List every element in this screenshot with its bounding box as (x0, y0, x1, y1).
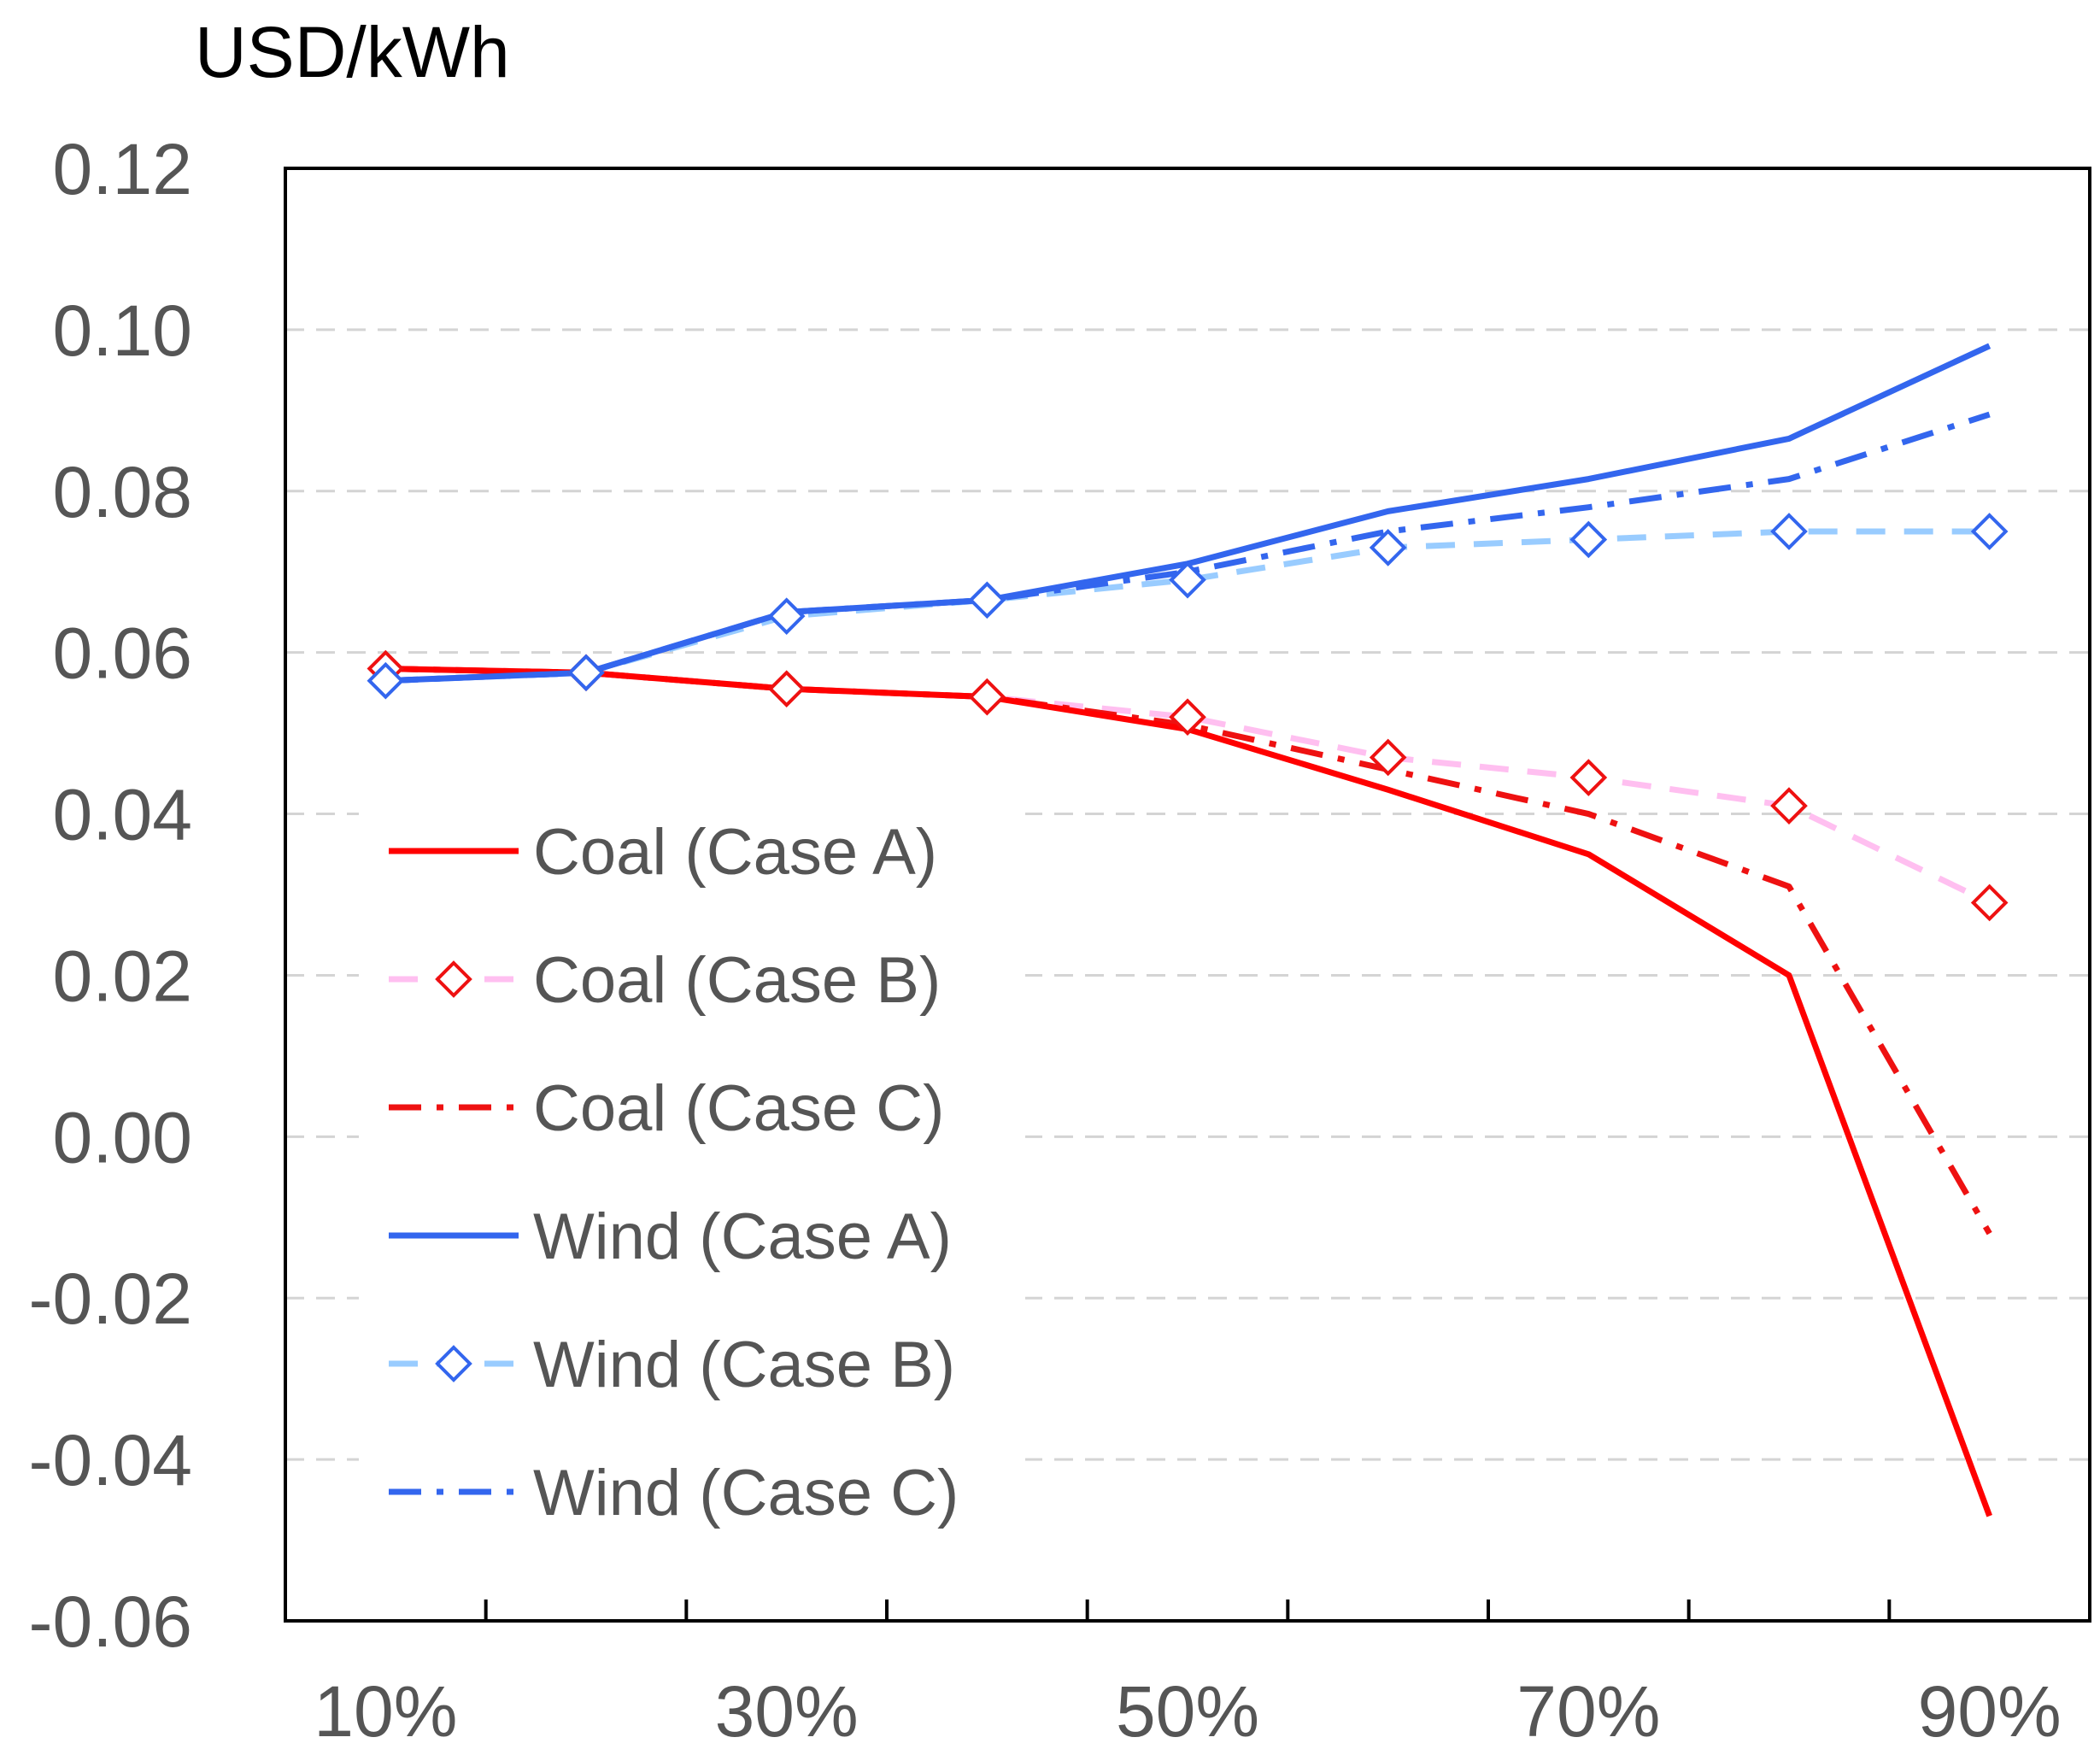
x-tick-label: 70% (1516, 1671, 1660, 1752)
series-5-point (968, 581, 1006, 619)
series-5-point (1169, 561, 1206, 599)
gridlines (285, 328, 2090, 1461)
y-axis-unit-label: USD/kWh (195, 12, 510, 92)
plot-frame (284, 167, 2091, 1623)
y-tick-label: 0.08 (53, 452, 193, 532)
x-tick-label: 50% (1116, 1671, 1259, 1752)
series-5-point (1770, 513, 1808, 550)
y-tick-label: 0.10 (53, 291, 193, 371)
series-line-6 (385, 411, 1991, 684)
legend-label-5: Wind (Case B) (533, 1329, 955, 1401)
x-tick-label: 90% (1918, 1671, 2062, 1752)
x-tick-label: 30% (715, 1671, 859, 1752)
legend-label-2: Coal (Case B) (533, 944, 941, 1017)
y-tick-label: -0.06 (29, 1582, 192, 1662)
y-tick-label: 0.12 (53, 129, 193, 209)
series-2-point (767, 670, 806, 707)
legend-label-3: Coal (Case C) (533, 1072, 944, 1145)
legend: Coal (Case A) Coal (Case B) Coal (Case C) W… (389, 816, 959, 1529)
x-axis-ticks (484, 1599, 1892, 1621)
y-tick-label: 0.00 (53, 1097, 193, 1177)
series-2-point (968, 678, 1006, 716)
series-2-point (1569, 759, 1608, 796)
y-axis-tick-labels: -0.06 -0.04 -0.02 0.00 0.02 0.04 0.06 0.08 0.10 0… (29, 129, 192, 1662)
y-tick-label: -0.02 (29, 1259, 192, 1339)
series-2-point (1970, 883, 2009, 922)
x-axis-tick-labels: 10% 30% 50% 70% 90% (314, 1671, 2061, 1752)
series-line-5 (385, 528, 1990, 684)
legend-box (359, 773, 1025, 1525)
legend-label-6: Wind (Case C) (533, 1457, 959, 1529)
series-5-point (367, 661, 405, 700)
series-5-point (1970, 513, 2009, 550)
y-tick-label: 0.04 (53, 775, 193, 855)
series-5-point (1369, 529, 1407, 566)
markers-layer (367, 513, 2009, 922)
series-2-point (1770, 787, 1808, 825)
x-tick-label: 10% (314, 1671, 457, 1752)
series-line-4 (385, 343, 1991, 684)
series-2-point (1169, 698, 1206, 737)
y-tick-label: 0.02 (53, 936, 193, 1016)
legend-marker-5 (435, 1345, 472, 1382)
y-tick-label: -0.04 (29, 1420, 192, 1500)
series-5-point (567, 654, 605, 692)
legend-label-1: Coal (Case A) (533, 816, 937, 889)
series-2-point (1369, 738, 1407, 777)
series-5-point (1569, 520, 1608, 559)
series-line-3 (385, 666, 1992, 1236)
series-5-point (767, 597, 806, 635)
y-tick-label: 0.06 (53, 613, 193, 694)
legend-marker-2 (435, 960, 472, 998)
legend-label-4: Wind (Case A) (533, 1200, 952, 1273)
legend-background (359, 773, 1025, 1525)
